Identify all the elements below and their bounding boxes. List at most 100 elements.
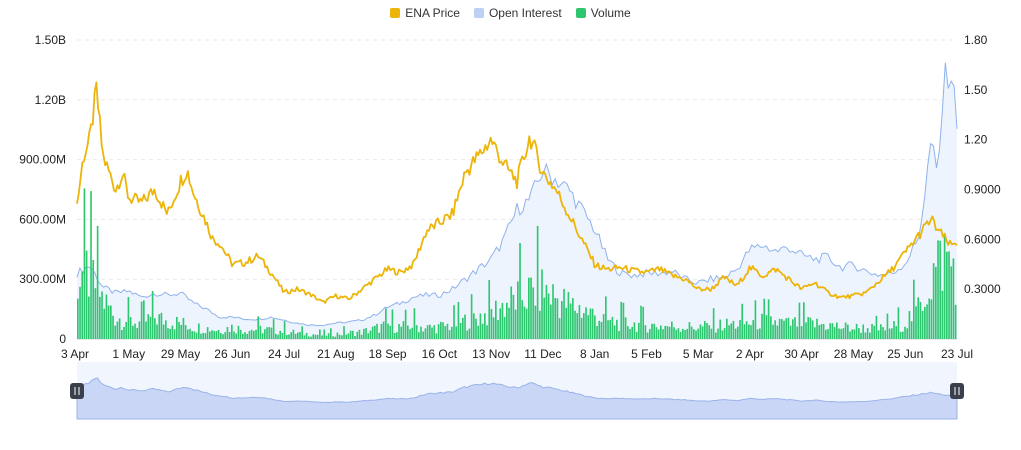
volume-bar: [873, 325, 876, 339]
volume-bar: [222, 334, 224, 339]
legend-item-open-interest[interactable]: Open Interest: [473, 6, 562, 20]
open-interest-line[interactable]: [76, 62, 958, 327]
volume-bar: [358, 329, 361, 339]
volume-bar: [893, 321, 895, 339]
legend-item-ena-price[interactable]: ENA Price: [390, 6, 460, 20]
volume-bar: [640, 305, 642, 339]
drag-handle-icon[interactable]: [950, 383, 964, 399]
volume-bar: [290, 332, 293, 339]
volume-bar: [915, 306, 917, 339]
volume-bar: [382, 321, 385, 339]
volume-bar: [149, 316, 152, 339]
legend-swatch-open-interest: [473, 8, 484, 18]
volume-bar: [129, 317, 132, 339]
drag-handle-icon[interactable]: [70, 383, 84, 399]
volume-bar: [794, 317, 796, 339]
volume-bar: [862, 324, 865, 339]
volume-bar: [347, 333, 350, 339]
volume-bar: [178, 321, 180, 339]
x-tick-label: 28 May: [834, 347, 873, 361]
volume-bar: [429, 324, 431, 339]
legend-item-volume[interactable]: Volume: [575, 6, 631, 20]
volume-bar: [741, 303, 744, 339]
volume-bar: [699, 324, 702, 339]
volume-bar: [209, 331, 211, 339]
volume-bar: [921, 311, 924, 339]
volume-bar: [844, 322, 847, 339]
volume-bar: [158, 314, 161, 339]
volume-bar: [917, 297, 920, 339]
volume-bar: [396, 332, 398, 339]
volume-bar: [772, 324, 774, 339]
volume-bar: [759, 328, 761, 339]
volume-bar: [611, 316, 614, 339]
volume-bar: [569, 303, 572, 339]
volume-bar: [398, 324, 400, 339]
volume-bar: [330, 328, 332, 339]
volume-bar: [492, 317, 495, 339]
volume-bar: [532, 287, 535, 339]
volume-bar: [239, 329, 242, 339]
volume-bar: [825, 329, 827, 339]
volume-bar: [530, 277, 532, 339]
volume-bar: [154, 318, 156, 339]
volume-bar: [616, 319, 618, 339]
navigator-left-handle[interactable]: [70, 383, 84, 399]
volume-bar: [635, 331, 638, 339]
volume-bar: [840, 329, 843, 339]
volume-bar: [288, 334, 290, 339]
volume-bar: [468, 328, 471, 339]
volume-bar: [908, 311, 911, 339]
volume-bar: [105, 294, 108, 339]
volume-bar: [391, 309, 394, 339]
volume-bar: [869, 332, 871, 339]
y-left-tick-label: 600.00M: [19, 212, 66, 226]
ena-price-line[interactable]: [76, 81, 958, 304]
volume-bar: [356, 331, 359, 339]
volume-bar: [580, 317, 583, 339]
volume-bar: [728, 325, 730, 339]
volume-bar: [849, 331, 851, 339]
volume-bar: [506, 302, 508, 339]
volume-bar: [765, 315, 768, 339]
volume-bar: [519, 243, 521, 339]
volume-bar: [125, 322, 128, 339]
volume-bar: [187, 329, 189, 339]
volume-bar: [433, 325, 436, 339]
volume-bar: [622, 302, 625, 339]
volume-bar: [332, 336, 334, 339]
volume-bar: [228, 331, 231, 339]
volume-bar: [442, 322, 444, 339]
volume-bar: [308, 336, 310, 339]
x-tick-label: 5 Mar: [683, 347, 714, 361]
x-tick-label: 3 Apr: [61, 347, 89, 361]
volume-bar: [864, 332, 867, 339]
volume-bar: [224, 332, 227, 339]
volume-bar: [875, 315, 878, 339]
volume-bar: [440, 321, 442, 339]
navigator-right-handle[interactable]: [950, 383, 964, 399]
volume-bar: [279, 330, 282, 339]
volume-bar: [451, 326, 453, 339]
volume-bar: [809, 317, 812, 339]
volume-bar: [827, 329, 829, 339]
volume-bar: [666, 326, 669, 339]
volume-bar: [910, 321, 913, 339]
volume-bar: [642, 306, 645, 339]
volume-bar: [484, 313, 486, 339]
volume-bar: [781, 319, 783, 339]
volume-bar: [250, 329, 253, 339]
volume-bar: [668, 326, 671, 339]
volume-bar: [712, 308, 715, 339]
volume-bar: [906, 328, 909, 339]
volume-bar: [376, 323, 378, 339]
volume-bar: [407, 325, 409, 339]
volume-bar: [490, 309, 493, 339]
volume-bar: [787, 317, 790, 339]
volume-bar: [162, 324, 165, 339]
volume-bar: [671, 321, 673, 339]
volume-bar: [591, 308, 594, 339]
volume-bar: [726, 318, 728, 339]
volume-bar: [607, 320, 609, 339]
